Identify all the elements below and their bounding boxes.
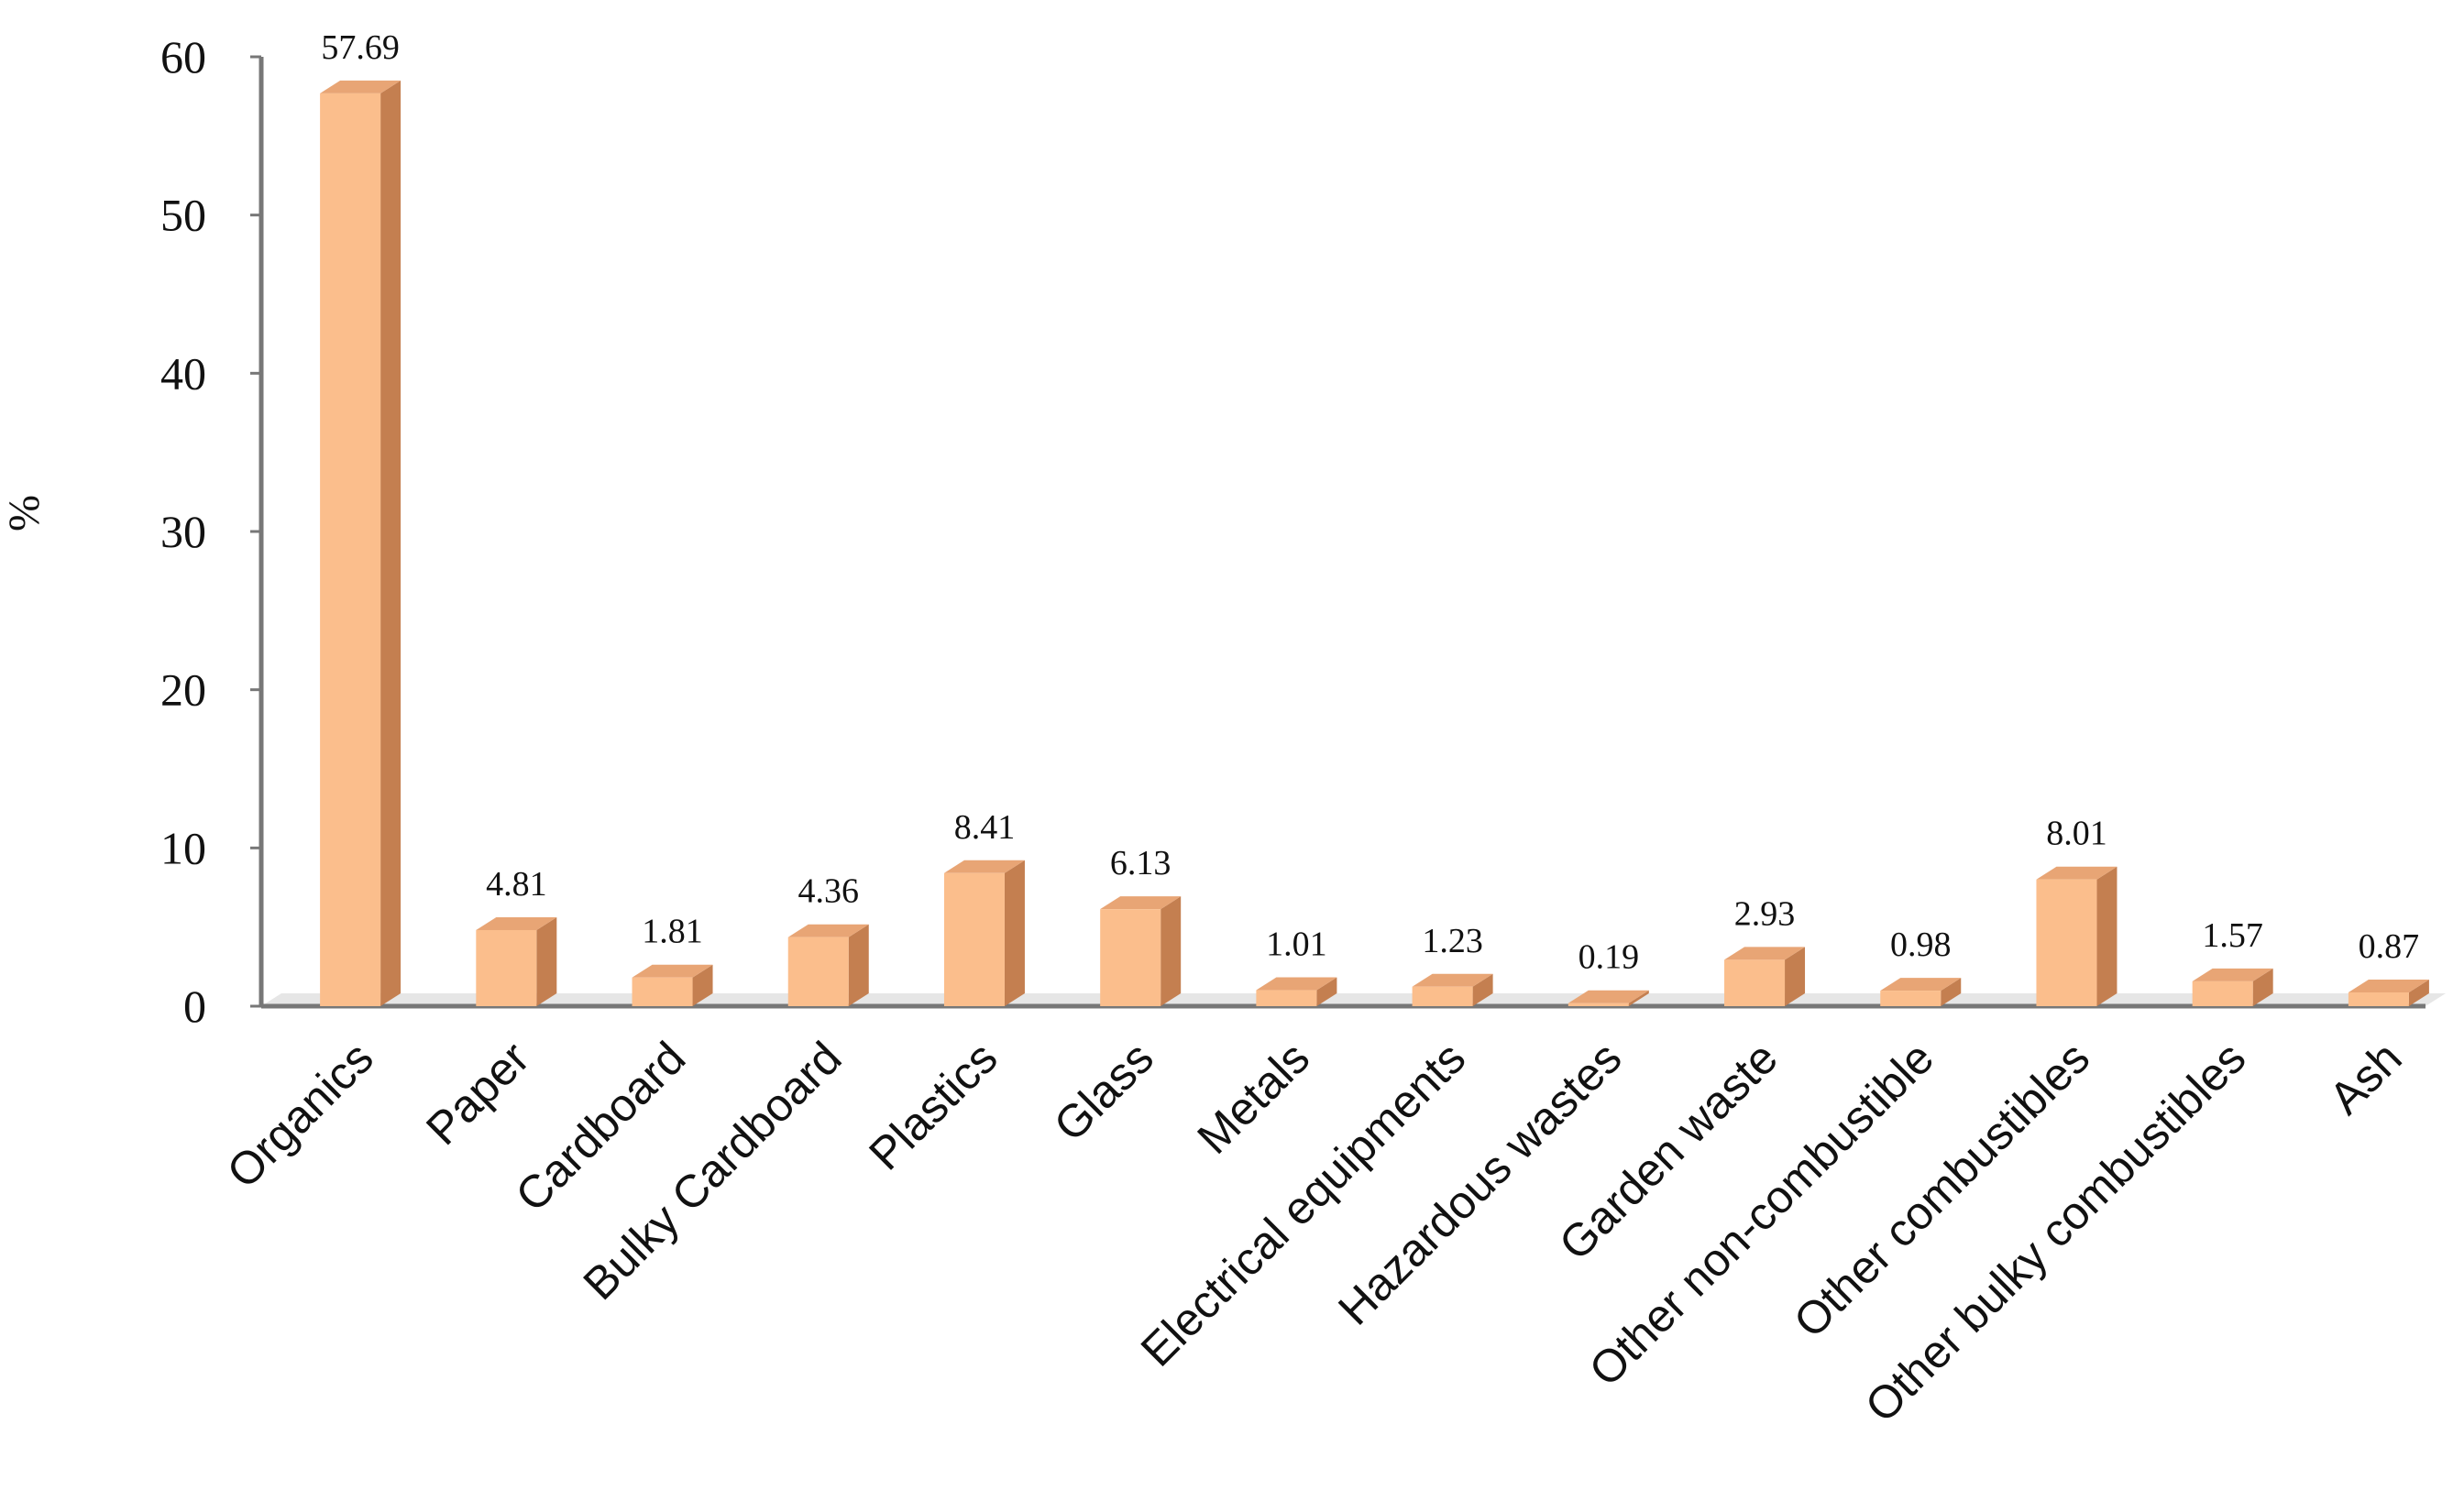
bar [1256, 977, 1337, 1006]
bar [787, 924, 869, 1006]
y-tick-label: 20 [160, 664, 206, 716]
data-label: 6.13 [1110, 844, 1172, 882]
bar-side [536, 916, 557, 1006]
data-label: 0.87 [2359, 927, 2420, 966]
bar [2192, 968, 2273, 1006]
bar-side [1472, 973, 1493, 1006]
bar [1100, 896, 1182, 1006]
bar-side [848, 924, 869, 1006]
category-label: Metals [1187, 1032, 1319, 1164]
bar [943, 860, 1025, 1006]
category-label: Paper [416, 1032, 539, 1155]
bar-side [692, 964, 713, 1006]
chart-labels: 57.69Organics4.81Paper1.81Cardboard4.36B… [217, 28, 2419, 1432]
bar-side [2096, 866, 2118, 1006]
bar [476, 916, 557, 1006]
bar-front [1256, 990, 1317, 1006]
bar [2036, 866, 2118, 1006]
bar [1412, 973, 1493, 1006]
bar-side [1628, 990, 1649, 1006]
data-label: 1.81 [642, 913, 703, 951]
bar-side [1785, 947, 1806, 1006]
chart-bars [320, 80, 2429, 1007]
bar-front [1412, 986, 1473, 1006]
bar-side [1004, 860, 1025, 1006]
bar-front [787, 937, 849, 1006]
category-label: Other combustibles [1784, 1032, 2099, 1347]
bar-top [632, 964, 713, 978]
bar-front [2036, 879, 2097, 1006]
category-label: Hazardous wastes [1328, 1032, 1631, 1334]
category-label: Bulky Cardboard [574, 1032, 852, 1309]
bar-front [2348, 992, 2409, 1006]
bar-top [2348, 979, 2429, 992]
data-label: 0.19 [1578, 938, 1640, 977]
data-label: 4.36 [798, 872, 860, 911]
y-tick-label: 60 [160, 31, 206, 82]
y-tick-label: 40 [160, 347, 206, 399]
bar-front [1880, 991, 1942, 1006]
y-axis-title: % [0, 495, 49, 531]
y-tick-label: 50 [160, 190, 206, 241]
data-label: 0.98 [1890, 926, 1952, 964]
bar-side [1160, 896, 1182, 1006]
bar-top [2192, 968, 2273, 981]
bar [1724, 947, 1806, 1006]
bar [320, 80, 402, 1007]
bar-top [787, 924, 869, 937]
category-label: Glass [1044, 1032, 1163, 1151]
bar [1880, 978, 1962, 1006]
data-label: 1.57 [2202, 916, 2263, 955]
y-tick-label: 10 [160, 822, 206, 873]
bar-front [1100, 909, 1161, 1006]
data-label: 1.23 [1422, 922, 1483, 960]
data-label: 8.41 [954, 808, 1016, 847]
bar-top [476, 916, 557, 930]
bar-top [943, 860, 1025, 873]
bar-top [1412, 973, 1493, 987]
bar-front [943, 872, 1005, 1006]
bar-top [1724, 947, 1806, 960]
bar-front [2192, 981, 2253, 1006]
bar-side [380, 80, 402, 1007]
y-tick-label: 0 [183, 981, 206, 1032]
bar-front [476, 929, 537, 1006]
bar-side [1941, 978, 1962, 1006]
bar-side [2252, 968, 2273, 1006]
bar-side [2408, 979, 2429, 1006]
bar-front [1568, 1003, 1629, 1006]
data-label: 2.93 [1734, 894, 1796, 933]
bar-top [1256, 977, 1337, 991]
bar-top [2036, 866, 2118, 880]
category-label: Ash [2319, 1032, 2412, 1124]
y-tick-label: 30 [160, 506, 206, 557]
bar-side [1316, 977, 1337, 1006]
bar [632, 964, 713, 1006]
category-label: Organics [217, 1032, 383, 1198]
bar-top [1100, 896, 1182, 910]
bar [1568, 990, 1649, 1006]
category-label: Plastics [859, 1032, 1006, 1179]
data-label: 57.69 [321, 28, 400, 67]
bar-top [320, 80, 402, 93]
bar-top [1880, 978, 1962, 992]
data-label: 1.01 [1266, 926, 1327, 964]
bar-front [320, 93, 381, 1007]
bar-front [632, 977, 693, 1006]
bar-top [1568, 990, 1649, 1003]
data-label: 8.01 [2046, 815, 2107, 853]
bar-front [1724, 959, 1786, 1006]
bar [2348, 979, 2429, 1006]
data-label: 4.81 [486, 865, 547, 904]
